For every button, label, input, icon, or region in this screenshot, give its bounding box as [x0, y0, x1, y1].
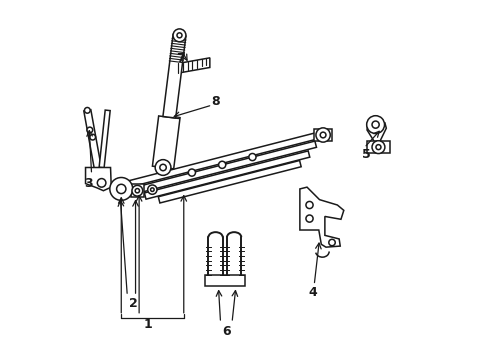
- Text: 8: 8: [211, 95, 220, 108]
- Circle shape: [84, 108, 90, 113]
- Circle shape: [218, 161, 225, 168]
- Circle shape: [97, 179, 106, 187]
- Circle shape: [116, 184, 125, 194]
- Polygon shape: [132, 141, 316, 194]
- Polygon shape: [85, 167, 111, 191]
- Circle shape: [366, 116, 384, 134]
- Polygon shape: [99, 110, 110, 168]
- Circle shape: [110, 177, 132, 201]
- Circle shape: [132, 185, 142, 196]
- Circle shape: [155, 159, 171, 175]
- Polygon shape: [158, 161, 301, 203]
- Circle shape: [87, 127, 93, 133]
- Text: 1: 1: [143, 318, 152, 331]
- Circle shape: [305, 215, 312, 222]
- Polygon shape: [299, 187, 343, 247]
- Circle shape: [147, 185, 157, 194]
- Bar: [204, 275, 244, 286]
- Polygon shape: [163, 35, 185, 118]
- Polygon shape: [120, 131, 323, 189]
- Circle shape: [90, 134, 95, 140]
- Circle shape: [135, 189, 139, 193]
- Text: 3: 3: [83, 177, 92, 190]
- Polygon shape: [152, 116, 180, 169]
- Polygon shape: [175, 58, 209, 73]
- Text: 7: 7: [176, 52, 184, 65]
- Text: 4: 4: [307, 286, 316, 299]
- Circle shape: [150, 188, 154, 192]
- Circle shape: [248, 153, 256, 161]
- Circle shape: [371, 141, 384, 154]
- Circle shape: [320, 132, 325, 138]
- Circle shape: [371, 121, 378, 128]
- Text: 5: 5: [361, 148, 369, 162]
- Text: 6: 6: [222, 325, 230, 338]
- Circle shape: [177, 33, 182, 38]
- Polygon shape: [366, 141, 389, 153]
- Circle shape: [305, 202, 312, 208]
- Polygon shape: [131, 184, 143, 197]
- Polygon shape: [83, 110, 102, 170]
- Circle shape: [160, 164, 166, 171]
- Text: 2: 2: [129, 297, 138, 310]
- Circle shape: [173, 29, 185, 42]
- Circle shape: [328, 239, 335, 246]
- Polygon shape: [366, 123, 386, 143]
- Circle shape: [315, 128, 329, 142]
- Circle shape: [188, 169, 195, 176]
- Polygon shape: [144, 151, 309, 199]
- Circle shape: [375, 145, 380, 150]
- Polygon shape: [313, 129, 331, 141]
